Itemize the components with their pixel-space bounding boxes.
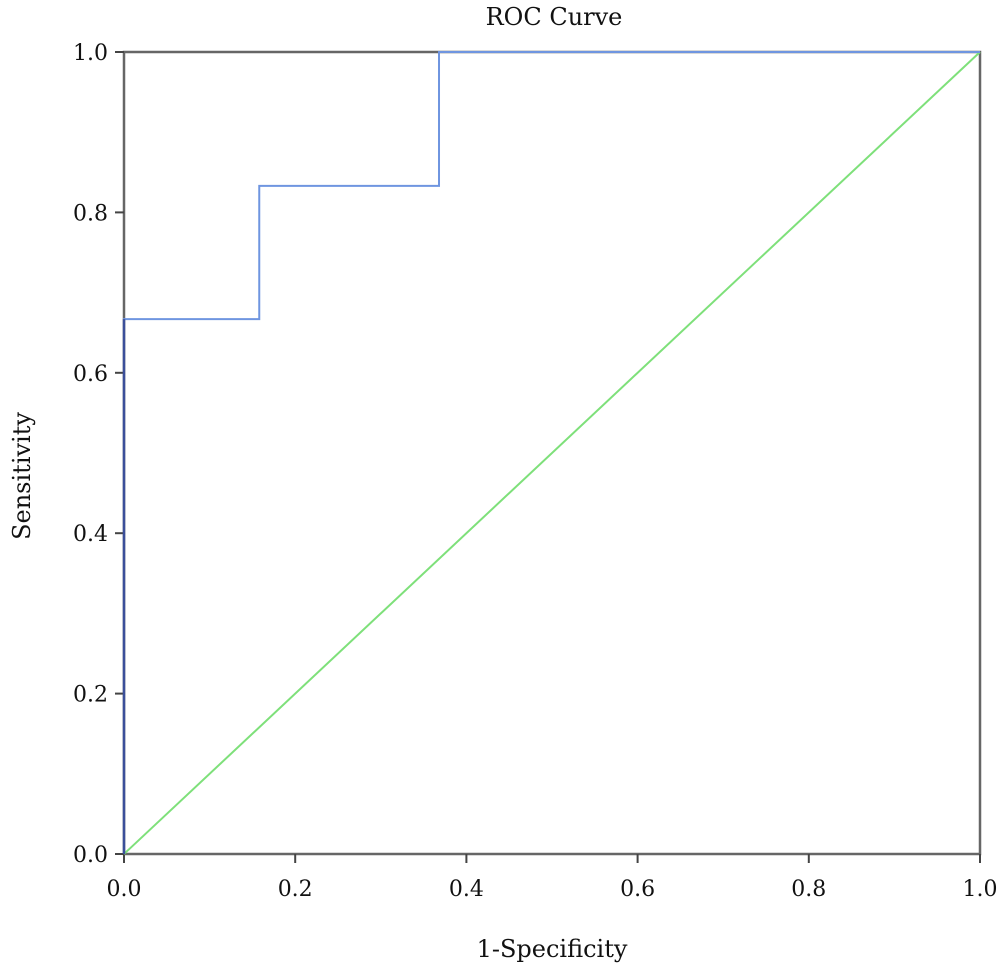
- y-axis-ticks: 0.0 0.2 0.4 0.6 0.8 1.0: [73, 41, 124, 868]
- x-axis-title: 1-Specificity: [477, 935, 628, 963]
- x-tick-label: 0.4: [449, 877, 484, 902]
- x-tick-label: 0.0: [107, 877, 142, 902]
- y-tick-label: 0.4: [73, 522, 108, 547]
- series-layer: [122, 51, 981, 855]
- x-tick-label: 0.2: [278, 877, 313, 902]
- chart-title: ROC Curve: [486, 3, 623, 31]
- x-tick-label: 1.0: [963, 877, 998, 902]
- reference-diagonal-line: [123, 51, 981, 855]
- y-tick-label: 0.2: [73, 683, 108, 708]
- y-tick-label: 1.0: [73, 41, 108, 66]
- x-tick-label: 0.6: [620, 877, 655, 902]
- x-tick-label: 0.8: [791, 877, 826, 902]
- x-axis-ticks: 0.0 0.2 0.4 0.6 0.8 1.0: [107, 854, 998, 902]
- y-tick-label: 0.8: [73, 201, 108, 226]
- y-tick-label: 0.0: [73, 843, 108, 868]
- y-axis-title: Sensitivity: [8, 412, 36, 540]
- y-tick-label: 0.6: [73, 362, 108, 387]
